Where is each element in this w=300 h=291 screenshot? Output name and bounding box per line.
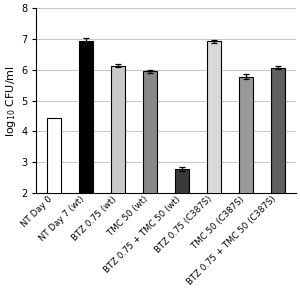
Bar	[207, 41, 221, 255]
Bar	[271, 68, 285, 255]
Y-axis label: log$_{10}$ CFU/ml: log$_{10}$ CFU/ml	[4, 65, 18, 136]
Bar	[79, 41, 93, 255]
Bar	[175, 169, 189, 255]
Bar	[239, 77, 254, 255]
Bar	[111, 66, 125, 255]
Bar	[46, 118, 61, 255]
Bar	[143, 71, 157, 255]
